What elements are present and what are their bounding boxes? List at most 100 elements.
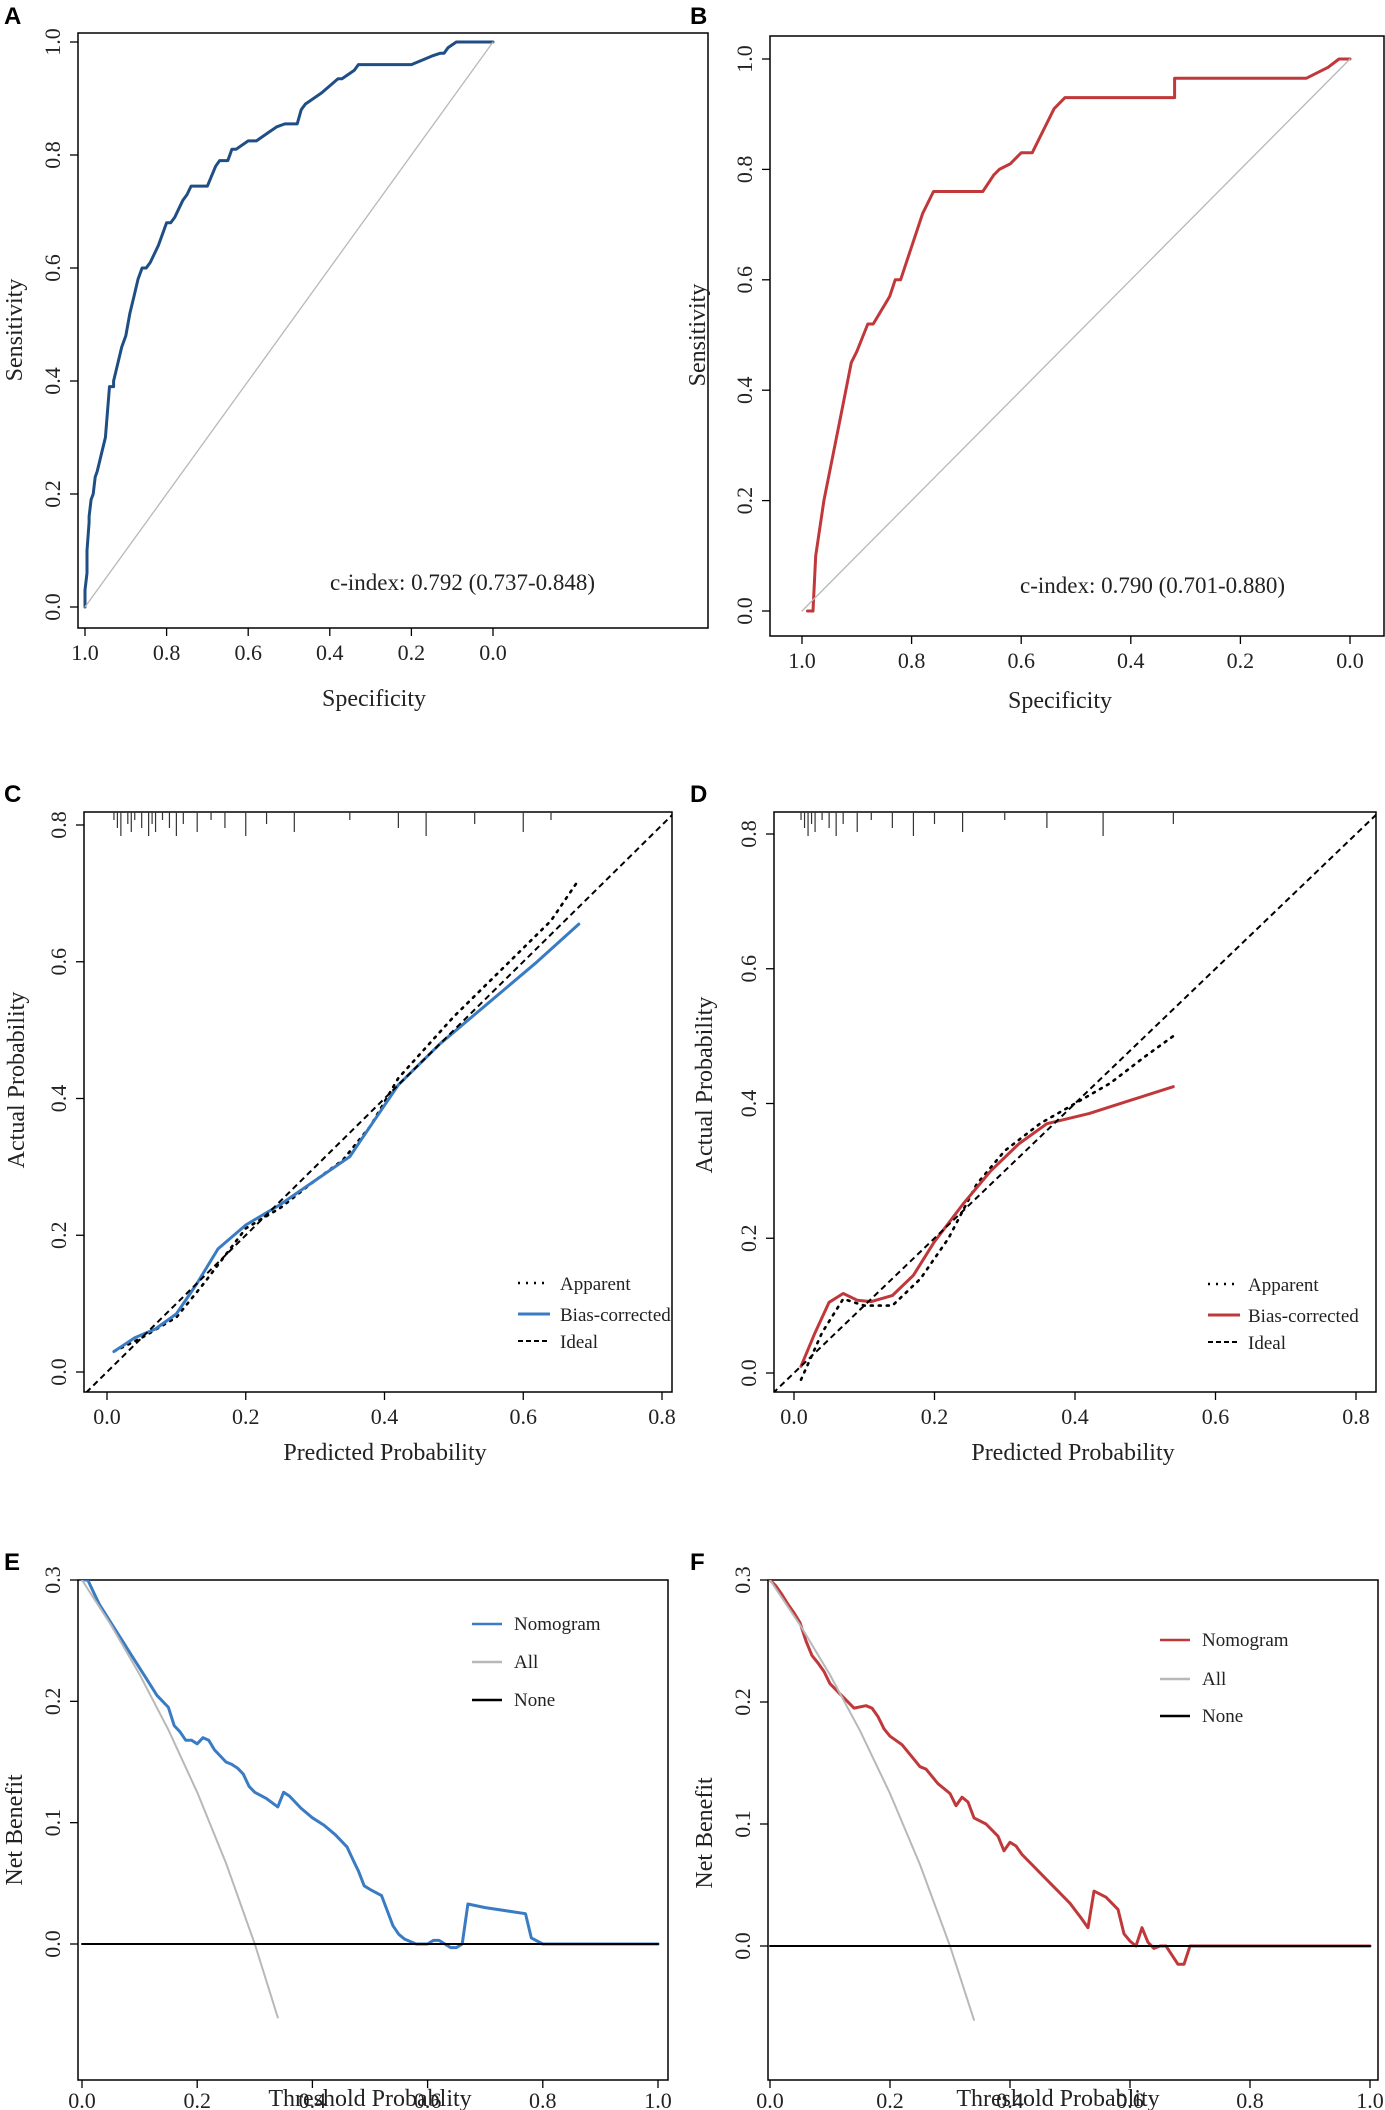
x-tick-label: 0.2 bbox=[1227, 648, 1255, 673]
c-index-annotation: c-index: 0.792 (0.737-0.848) bbox=[330, 570, 595, 595]
y-tick-label: 0.0 bbox=[46, 1358, 71, 1386]
legend-label-nomogram: Nomogram bbox=[514, 1614, 601, 1635]
y-tick-label: 1.0 bbox=[732, 45, 757, 73]
x-tick-label: 1.0 bbox=[644, 2088, 672, 2110]
y-tick-label: 0.2 bbox=[40, 480, 65, 508]
legend-label-bias-corrected: Bias-corrected bbox=[1248, 1306, 1359, 1327]
x-tick-label: 0.2 bbox=[921, 1404, 949, 1429]
series-reference-line bbox=[84, 41, 494, 608]
x-tick-label: 0.6 bbox=[1202, 1404, 1230, 1429]
y-tick-label: 0.4 bbox=[736, 1090, 761, 1118]
x-tick-label: 0.4 bbox=[316, 640, 344, 665]
panel-letter-a: A bbox=[4, 3, 21, 30]
legend-label-apparent: Apparent bbox=[560, 1274, 631, 1295]
y-tick-label: 0.2 bbox=[732, 487, 757, 514]
x-axis-title: Predicted Probability bbox=[971, 1440, 1174, 1466]
panel-letter-b: B bbox=[690, 3, 707, 30]
panel-c: C 0.0 0.2 0.4 0.6 0.8 0.0 0.2 0.4 0.6 0.8 Appare… bbox=[4, 781, 676, 1466]
x-tick-label: 0.6 bbox=[234, 640, 262, 665]
y-tick-label: 0.3 bbox=[40, 1566, 65, 1594]
y-tick-label: 0.2 bbox=[46, 1222, 71, 1250]
x-tick-label: 1.0 bbox=[1356, 2088, 1384, 2110]
x-tick-label: 0.8 bbox=[153, 640, 181, 665]
y-tick-label: 0.0 bbox=[732, 597, 757, 625]
x-tick-label: 0.8 bbox=[648, 1404, 676, 1429]
x-axis-title: Predicted Probability bbox=[283, 1440, 486, 1466]
legend: Apparent Bias-corrected Ideal bbox=[518, 1274, 671, 1353]
y-tick-label: 0.3 bbox=[730, 1566, 755, 1594]
panel-b: B 1.0 0.8 0.6 0.4 0.2 0.0 0.00.20.40.60.81.0 … bbox=[685, 3, 1385, 714]
y-tick-label: 0.8 bbox=[732, 156, 757, 184]
legend-label-ideal: Ideal bbox=[1248, 1333, 1286, 1354]
x-axis-title: Specificity bbox=[1008, 688, 1112, 714]
y-tick-label: 0.0 bbox=[40, 1930, 65, 1958]
legend-label-none: None bbox=[514, 1690, 555, 1711]
legend-label-nomogram: Nomogram bbox=[1202, 1630, 1289, 1651]
legend-label-ideal: Ideal bbox=[560, 1332, 598, 1353]
series-nomogram-line bbox=[80, 1580, 660, 1950]
y-tick-label: 0.0 bbox=[736, 1359, 761, 1387]
y-tick-label: 1.0 bbox=[40, 28, 65, 56]
x-tick-label: 0.0 bbox=[93, 1404, 121, 1429]
x-tick-label: 0.4 bbox=[299, 2088, 327, 2110]
x-tick-label: 0.0 bbox=[756, 2088, 784, 2110]
x-tick-label: 0.4 bbox=[1061, 1404, 1089, 1429]
x-tick-label: 0.6 bbox=[1007, 648, 1035, 673]
c-index-annotation: c-index: 0.790 (0.701-0.880) bbox=[1020, 573, 1285, 598]
y-tick-label: 0.6 bbox=[40, 254, 65, 282]
series-reference-line bbox=[801, 58, 1351, 612]
x-tick-label: 0.2 bbox=[183, 2088, 211, 2110]
y-tick-label: 0.4 bbox=[40, 367, 65, 395]
panel-letter-d: D bbox=[690, 781, 707, 808]
plot-frame bbox=[77, 32, 709, 629]
x-tick-label: 0.6 bbox=[1116, 2088, 1144, 2110]
legend: Apparent Bias-corrected Ideal bbox=[1208, 1275, 1359, 1354]
y-axis-title: Actual Probability bbox=[692, 997, 718, 1174]
y-tick-label: 0.1 bbox=[40, 1809, 65, 1837]
legend-label-all: All bbox=[1202, 1669, 1226, 1690]
x-tick-label: 1.0 bbox=[788, 648, 816, 673]
y-tick-label: 0.8 bbox=[40, 141, 65, 169]
x-tick-label: 0.8 bbox=[1236, 2088, 1264, 2110]
y-tick-label: 0.8 bbox=[46, 811, 71, 839]
x-tick-label: 0.6 bbox=[414, 2088, 442, 2110]
x-tick-label: 0.2 bbox=[876, 2088, 904, 2110]
x-tick-label: 0.0 bbox=[1336, 648, 1364, 673]
x-tick-label: 0.8 bbox=[1342, 1404, 1370, 1429]
y-tick-label: 0.6 bbox=[732, 266, 757, 294]
x-axis-title: Specificity bbox=[322, 686, 426, 712]
panel-f: F 0.0 0.2 0.4 0.6 0.8 1.0 0.0 0.1 0.2 0.3 Nomogr… bbox=[690, 1549, 1384, 2110]
x-tick-label: 0.2 bbox=[398, 640, 426, 665]
x-tick-label: 0.8 bbox=[529, 2088, 557, 2110]
y-tick-label: 0.4 bbox=[732, 376, 757, 404]
x-axis-title: Threshold Probablity bbox=[268, 2086, 471, 2110]
panel-letter-f: F bbox=[690, 1549, 705, 1576]
series-all-line bbox=[769, 1580, 975, 2021]
series-bias-corrected-line bbox=[112, 922, 581, 1353]
plot-frame bbox=[83, 811, 673, 1393]
legend-label-bias-corrected: Bias-corrected bbox=[560, 1305, 671, 1326]
panel-letter-e: E bbox=[4, 1549, 20, 1576]
x-tick-label: 0.2 bbox=[232, 1404, 260, 1429]
series-all-line bbox=[81, 1580, 279, 2019]
series-roc-line bbox=[806, 57, 1352, 613]
y-tick-label: 0.6 bbox=[736, 955, 761, 983]
y-tick-label: 0.6 bbox=[46, 948, 71, 976]
x-tick-label: 0.4 bbox=[371, 1404, 399, 1429]
x-tick-label: 0.8 bbox=[898, 648, 926, 673]
x-tick-label: 0.0 bbox=[68, 2088, 96, 2110]
x-axis-title: Threshold Probablity bbox=[956, 2086, 1159, 2110]
x-tick-label: 1.0 bbox=[71, 640, 99, 665]
legend-label-all: All bbox=[514, 1652, 538, 1673]
legend: Nomogram All None bbox=[1160, 1630, 1289, 1727]
series-bias-corrected-line bbox=[799, 1085, 1175, 1368]
x-tick-label: 0.4 bbox=[1117, 648, 1145, 673]
plot-frame bbox=[767, 1579, 1379, 2081]
y-tick-label: 0.2 bbox=[736, 1225, 761, 1253]
y-axis-title: Net Benefit bbox=[692, 1777, 718, 1889]
plot-frame bbox=[769, 35, 1385, 637]
y-tick-label: 0.2 bbox=[730, 1688, 755, 1716]
x-tick-label: 0.0 bbox=[479, 640, 507, 665]
y-axis-title: Actual Probability bbox=[4, 992, 30, 1169]
